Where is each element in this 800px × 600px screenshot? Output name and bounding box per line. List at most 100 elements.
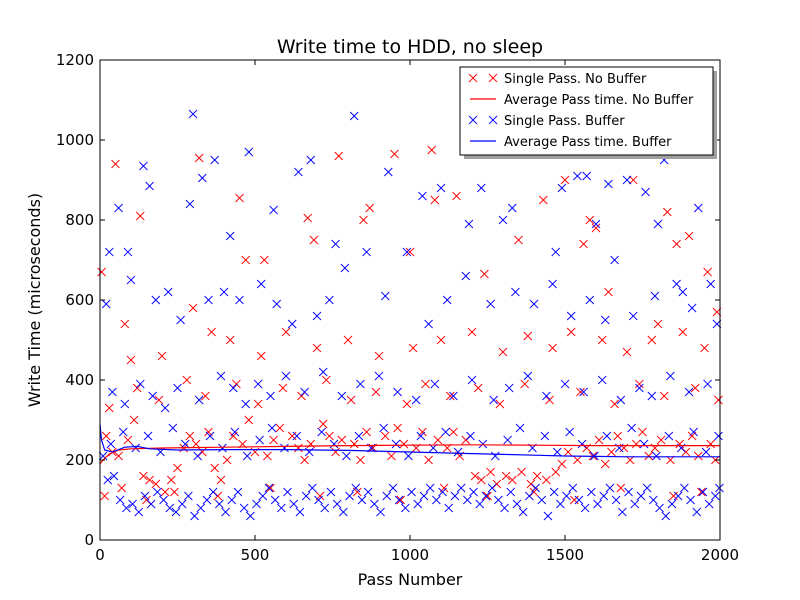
data-point-s2-170	[500, 503, 509, 513]
data-point-s2-136	[289, 499, 299, 509]
data-point-s2-169	[494, 495, 503, 505]
data-point-s2-193	[642, 483, 652, 493]
data-point-s2-78	[241, 399, 251, 409]
data-point-s2-96	[560, 379, 570, 389]
data-point-s0-27	[662, 207, 672, 217]
data-point-s2-70	[120, 399, 130, 409]
data-point-s2-231	[416, 431, 426, 441]
data-point-s2-124	[215, 499, 224, 509]
data-point-s2-166	[475, 499, 485, 509]
data-point-s0-159	[610, 399, 619, 409]
data-point-s0-153	[445, 391, 455, 401]
data-point-s2-158	[425, 483, 435, 493]
x-tick-label-2: 1000	[391, 546, 429, 564]
data-point-s0-88	[337, 435, 347, 445]
data-point-s2-177	[543, 511, 553, 521]
x-tick-label-1: 500	[241, 546, 270, 564]
data-point-s2-53	[402, 247, 412, 257]
data-point-s2-50	[340, 263, 350, 273]
data-point-s0-83	[300, 455, 309, 465]
data-point-s2-203	[704, 499, 714, 509]
data-point-s2-108	[115, 495, 125, 505]
data-point-s0-68	[191, 439, 201, 449]
data-point-s2-62	[585, 295, 595, 305]
data-point-s2-17	[197, 173, 207, 183]
data-point-s2-152	[388, 483, 398, 493]
data-point-s2-224	[329, 439, 339, 449]
data-point-s0-7	[303, 213, 313, 223]
data-point-s2-163	[456, 483, 466, 493]
data-point-s0-1	[111, 159, 120, 169]
data-point-s0-67	[185, 431, 195, 441]
legend-marker-0-b	[488, 73, 498, 83]
data-point-s2-135	[283, 487, 292, 497]
data-point-s0-57	[114, 451, 123, 461]
data-point-s0-163	[714, 395, 723, 405]
data-point-s0-155	[495, 399, 505, 409]
data-point-s0-51	[622, 347, 632, 357]
data-point-s0-39	[281, 327, 291, 337]
data-point-s0-63	[160, 487, 170, 497]
data-point-s0-38	[256, 351, 266, 361]
data-point-s0-140	[132, 383, 142, 393]
data-point-s2-87	[393, 387, 402, 397]
data-point-s2-60	[548, 279, 557, 289]
y-tick-label-1: 200	[65, 451, 94, 469]
data-point-s0-104	[461, 435, 471, 445]
data-point-s0-52	[647, 335, 657, 345]
data-point-s0-43	[408, 343, 418, 353]
data-point-s2-201	[692, 507, 702, 517]
data-point-s0-109	[501, 471, 511, 481]
data-point-s2-198	[673, 491, 683, 501]
data-point-s2-21	[294, 167, 303, 177]
y-tick-label-0: 0	[84, 531, 94, 549]
data-point-s2-122	[202, 495, 212, 505]
data-point-s0-48	[548, 343, 557, 353]
data-point-s0-110	[507, 475, 517, 485]
data-point-s0-94	[387, 451, 396, 461]
legend-entry-2: Single Pass. Buffer	[468, 114, 625, 129]
data-point-s2-67	[687, 303, 697, 313]
data-point-s2-213	[193, 451, 202, 461]
data-point-s0-121	[594, 435, 604, 445]
y-tick-label-2: 400	[65, 371, 94, 389]
data-point-s0-106	[476, 475, 486, 485]
data-point-s2-98	[597, 375, 607, 385]
data-point-s0-122	[600, 459, 610, 469]
data-point-s2-244	[577, 439, 587, 449]
data-point-s0-13	[405, 247, 415, 257]
data-point-s0-32	[120, 319, 130, 329]
data-point-s0-123	[607, 447, 616, 457]
data-point-s2-205	[715, 483, 724, 493]
data-point-s2-255	[714, 431, 723, 441]
data-point-s2-138	[301, 491, 311, 501]
data-point-s0-30	[703, 267, 712, 277]
data-point-s2-143	[332, 499, 342, 509]
data-point-s2-102	[666, 371, 675, 381]
series-1-line	[99, 444, 720, 465]
data-point-s2-147	[357, 495, 367, 505]
data-point-s0-22	[585, 215, 595, 225]
data-point-s2-77	[228, 383, 238, 393]
data-point-s2-214	[205, 431, 215, 441]
data-point-s2-216	[230, 427, 240, 437]
data-point-s2-1	[349, 111, 359, 121]
data-point-s0-87	[331, 447, 340, 457]
data-point-s0-59	[129, 415, 139, 425]
data-point-s2-156	[413, 499, 423, 509]
data-point-s0-152	[421, 379, 430, 389]
data-point-s2-99	[616, 395, 626, 405]
data-point-s0-0	[97, 267, 106, 277]
data-point-s0-176	[569, 495, 579, 505]
data-point-s0-72	[216, 475, 226, 485]
data-point-s2-28	[551, 247, 561, 257]
data-point-s0-12	[390, 149, 399, 159]
data-point-s0-14	[427, 145, 437, 155]
data-point-s2-131	[258, 491, 268, 501]
data-point-s0-23	[591, 223, 601, 233]
data-point-s2-44	[235, 295, 244, 305]
data-point-s2-81	[281, 371, 291, 381]
y-tick-label-4: 800	[65, 211, 94, 229]
data-point-s2-36	[101, 299, 111, 309]
data-point-s2-109	[122, 503, 131, 513]
